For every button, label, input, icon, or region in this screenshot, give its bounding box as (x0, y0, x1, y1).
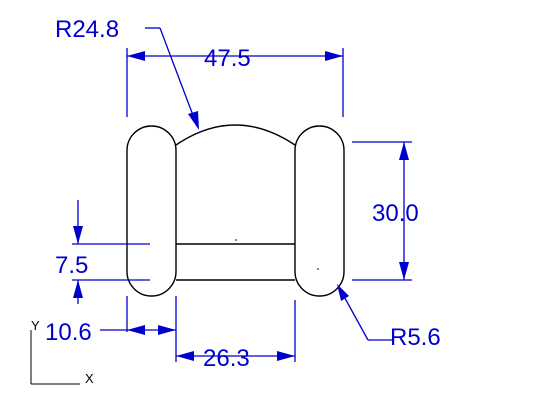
dim-inner-width-label: 26.3 (203, 345, 250, 372)
ucs-x-label: X (85, 371, 94, 386)
dim-slot-height: 7.5 (55, 200, 150, 304)
dim-overall-width-label: 47.5 (204, 45, 251, 72)
dim-end-radius-label: R5.6 (390, 324, 441, 351)
dim-inner-width: 26.3 (176, 300, 296, 372)
left-slot (126, 125, 177, 297)
dim-slot-height-label: 7.5 (55, 252, 88, 279)
dimensions: R24.8 47.5 30.0 7.5 (45, 16, 441, 372)
center-mark (317, 268, 319, 270)
dim-height-label: 30.0 (372, 200, 419, 227)
dim-top-radius: R24.8 (55, 16, 199, 130)
right-slot (294, 125, 345, 297)
dim-left-offset: 10.6 (45, 296, 177, 362)
ucs-icon: Y X (30, 318, 94, 386)
dim-left-offset-label: 10.6 (45, 319, 92, 346)
dim-height: 30.0 (352, 141, 419, 281)
center-mark (235, 239, 237, 241)
ucs-y-label: Y (31, 318, 40, 333)
dim-top-radius-label: R24.8 (55, 16, 119, 43)
dim-end-radius: R5.6 (337, 284, 441, 351)
top-arc (175, 124, 296, 146)
part-geometry (126, 124, 345, 297)
dim-overall-width: 47.5 (126, 45, 344, 117)
